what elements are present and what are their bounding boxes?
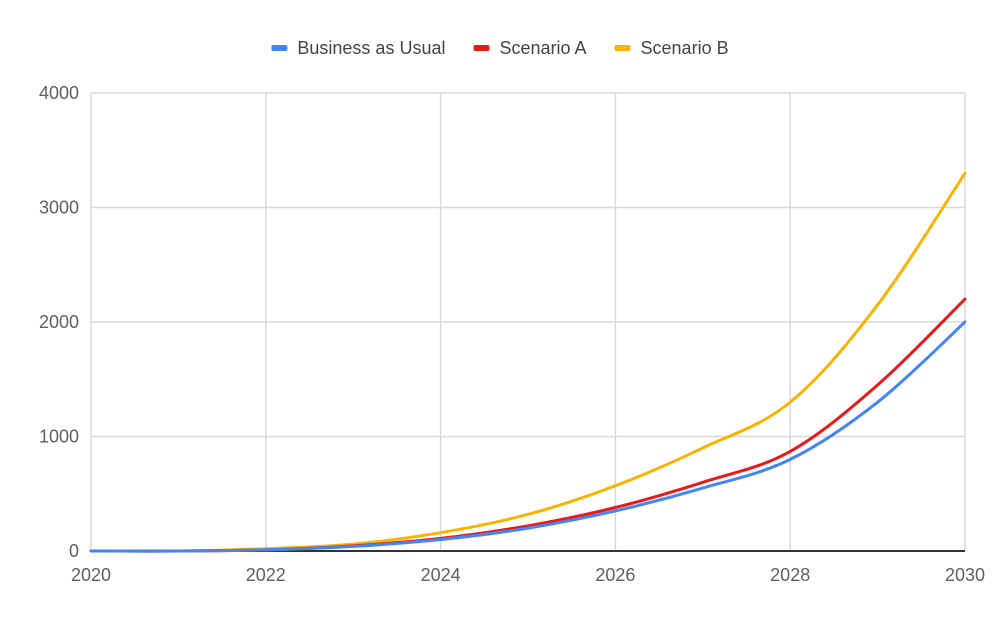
legend-swatch-business-as-usual xyxy=(271,45,288,51)
legend-label: Business as Usual xyxy=(297,38,445,58)
legend-label: Scenario A xyxy=(499,38,586,58)
y-tick-label: 3000 xyxy=(39,198,79,218)
series-line-scenario-b xyxy=(89,171,967,553)
y-tick-label: 0 xyxy=(69,541,79,561)
axes: 0 1000 2000 3000 4000 2020 2022 2024 2026 2028 203… xyxy=(39,83,985,585)
x-tick-label: 2026 xyxy=(595,565,635,585)
series-lines xyxy=(89,171,967,553)
legend: Business as Usual Scenario A Scenario B xyxy=(271,38,729,58)
y-tick-label: 2000 xyxy=(39,312,79,332)
y-tick-label: 1000 xyxy=(39,427,79,447)
series-line-business-as-usual xyxy=(89,320,967,553)
x-tick-label: 2030 xyxy=(945,565,985,585)
y-tick-label: 4000 xyxy=(39,83,79,103)
x-tick-label: 2020 xyxy=(71,565,111,585)
x-tick-label: 2024 xyxy=(421,565,461,585)
legend-swatch-scenario-b xyxy=(614,45,631,51)
legend-label: Scenario B xyxy=(641,38,729,58)
gridlines xyxy=(90,92,966,551)
legend-swatch-scenario-a xyxy=(473,45,490,51)
x-tick-label: 2028 xyxy=(770,565,810,585)
x-tick-label: 2022 xyxy=(246,565,286,585)
